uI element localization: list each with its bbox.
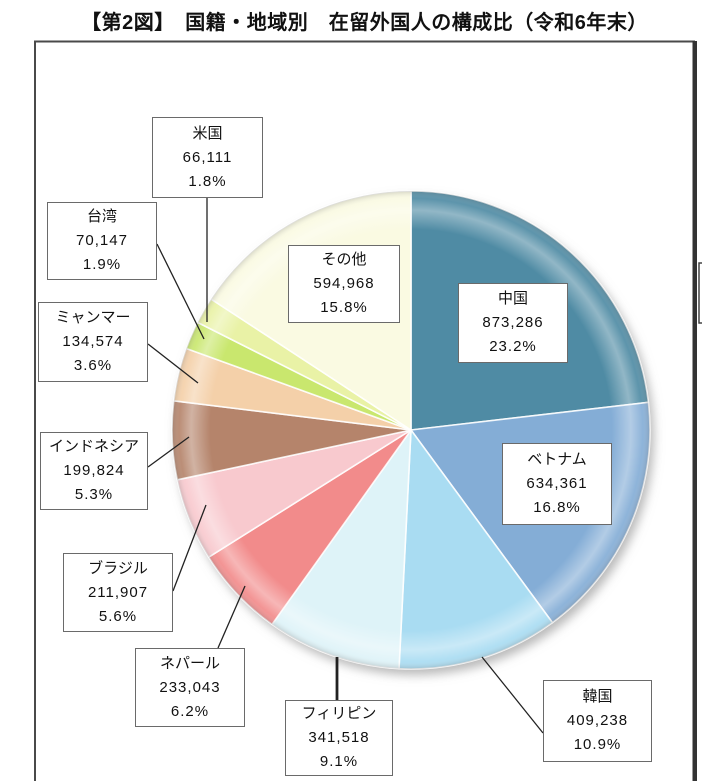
chart-border-right — [692, 41, 697, 781]
leader-line-indonesia — [147, 436, 190, 468]
leader-line-myanmar — [147, 343, 199, 384]
label-value: 594,968 — [313, 275, 375, 292]
label-value: 211,907 — [87, 583, 149, 601]
leader-line-taiwan — [156, 243, 205, 340]
label-name: フィリピン — [301, 705, 377, 722]
label-name: ネパール — [159, 654, 220, 672]
label-percent: 15.8% — [320, 299, 368, 316]
label-box-vietnam: ベトナム 634,361 16.8% — [502, 443, 612, 525]
label-value: 873,286 — [482, 314, 544, 331]
label-percent: 5.6% — [98, 607, 138, 625]
label-percent: 1.9% — [82, 256, 122, 273]
label-value: 66,111 — [182, 148, 233, 166]
label-box-taiwan: 台湾 70,147 1.9% — [47, 202, 157, 280]
leader-line-nepal — [217, 585, 246, 649]
label-percent: 10.9% — [573, 736, 622, 753]
leader-line-brazil — [172, 504, 207, 592]
label-box-indonesia: インドネシア 199,824 5.3% — [40, 432, 148, 510]
label-percent: 16.8% — [533, 499, 581, 516]
label-name: ブラジル — [88, 559, 148, 577]
label-value: 70,147 — [76, 232, 128, 249]
label-percent: 5.3% — [74, 486, 114, 503]
label-box-brazil: ブラジル 211,907 5.6% — [63, 553, 173, 632]
label-percent: 1.8% — [188, 172, 227, 190]
label-name: インドネシア — [48, 438, 139, 455]
label-box-usa: 米国 66,111 1.8% — [152, 117, 263, 198]
label-box-philippines: フィリピン 341,518 9.1% — [285, 700, 393, 776]
leader-lines — [147, 198, 544, 734]
label-name: ベトナム — [527, 451, 587, 468]
label-name: 台湾 — [86, 208, 117, 225]
label-value: 409,238 — [566, 712, 629, 729]
label-value: 199,824 — [63, 462, 125, 479]
label-name: 米国 — [192, 124, 223, 142]
label-percent: 23.2% — [489, 338, 537, 355]
label-name: その他 — [321, 251, 367, 268]
label-percent: 9.1% — [319, 753, 359, 770]
label-percent: 3.6% — [73, 357, 113, 374]
label-value: 233,043 — [159, 678, 221, 696]
leader-line-korea — [481, 656, 544, 734]
label-value: 134,574 — [62, 333, 124, 350]
label-name: 韓国 — [582, 688, 613, 705]
label-name: 中国 — [497, 290, 528, 307]
label-box-china: 中国 873,286 23.2% — [458, 283, 568, 363]
label-percent: 6.2% — [170, 702, 210, 720]
label-box-korea: 韓国 409,238 10.9% — [543, 680, 652, 762]
pie-rim-highlight — [172, 191, 650, 669]
label-box-myanmar: ミャンマー 134,574 3.6% — [38, 302, 148, 382]
chart-title: 【第2図】 国籍・地域別 在留外国人の構成比（令和6年末） — [81, 12, 648, 34]
label-box-others: その他 594,968 15.8% — [288, 245, 400, 323]
label-box-nepal: ネパール 233,043 6.2% — [135, 648, 245, 727]
label-name: ミャンマー — [55, 309, 131, 326]
label-value: 341,518 — [308, 729, 370, 746]
label-value: 634,361 — [526, 475, 588, 492]
pie — [171, 190, 651, 670]
